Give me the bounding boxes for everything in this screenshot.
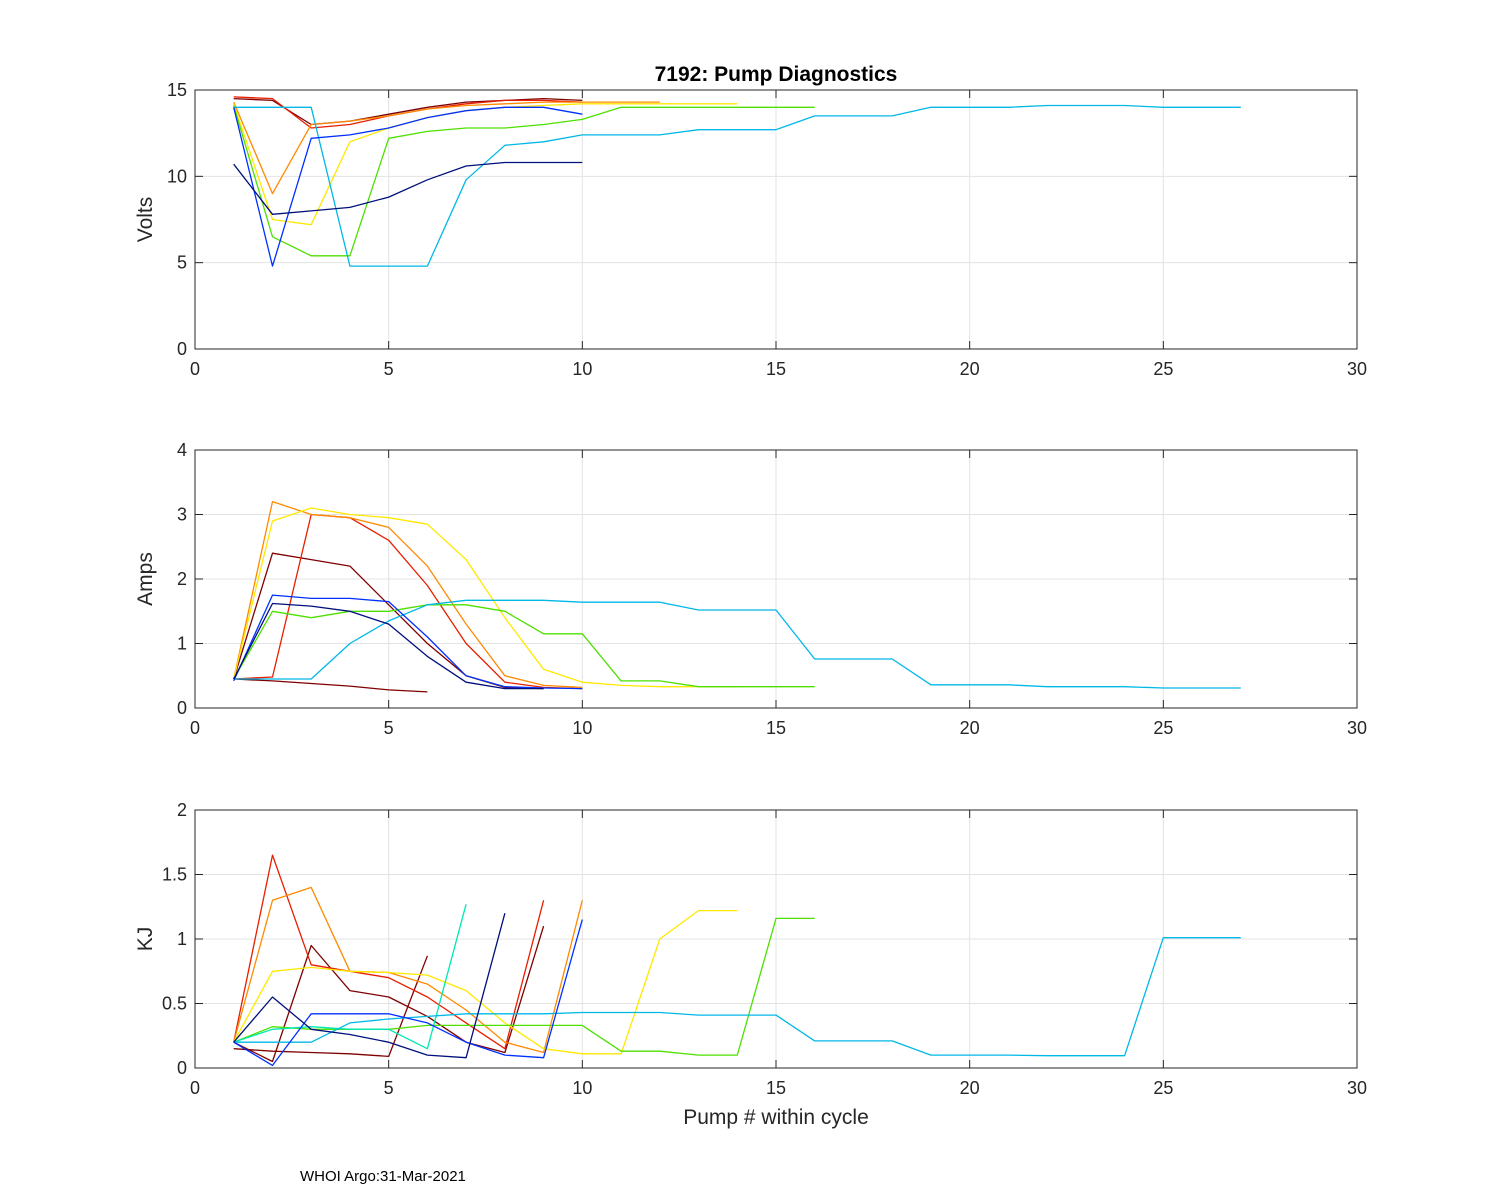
x-tick-label: 25 [1153, 718, 1173, 738]
series-line [233, 105, 815, 257]
series-line [233, 909, 738, 1055]
y-tick-label: 10 [167, 166, 187, 186]
series-line [233, 854, 545, 1050]
y-tick-label: 2 [177, 800, 187, 820]
y-tick-label: 0 [177, 339, 187, 359]
x-tick-label: 20 [960, 359, 980, 379]
series-line [233, 507, 738, 688]
subplot-1: 0 5 10 15 20 25 30 0 5 10 15 Volts [134, 80, 1367, 379]
y-axis-label: Volts [134, 197, 157, 243]
x-tick-label: 5 [384, 359, 394, 379]
x-tick-label: 30 [1347, 1078, 1367, 1098]
series-line [233, 913, 506, 1059]
series-line [233, 104, 1241, 267]
x-tick-label: 30 [1347, 359, 1367, 379]
series-line [233, 919, 583, 1067]
x-tick-label: 20 [960, 718, 980, 738]
y-tick-label: 3 [177, 505, 187, 525]
series-line [233, 955, 429, 1058]
series-line [233, 602, 544, 690]
y-tick-label: 2 [177, 569, 187, 589]
series-line [233, 101, 660, 195]
footer-text: WHOI Argo:31-Mar-2021 [300, 1168, 466, 1185]
x-tick-label: 30 [1347, 718, 1367, 738]
series-line [233, 937, 1241, 1057]
y-tick-label: 5 [177, 253, 187, 273]
x-tick-label: 0 [190, 718, 200, 738]
series-group [233, 96, 1241, 267]
series-line [233, 886, 583, 1054]
x-tick-label: 15 [766, 718, 786, 738]
y-tick-label: 1.5 [162, 865, 187, 885]
x-tick-label: 0 [190, 1078, 200, 1098]
y-tick-label: 0 [177, 1058, 187, 1078]
x-tick-label: 5 [384, 1078, 394, 1098]
y-tick-label: 15 [167, 80, 187, 100]
x-tick-label: 10 [572, 718, 592, 738]
x-tick-label: 0 [190, 359, 200, 379]
x-tick-label: 25 [1153, 1078, 1173, 1098]
y-tick-label: 0 [177, 698, 187, 718]
x-axis-label: Pump # within cycle [683, 1106, 869, 1129]
series-group [233, 500, 1241, 693]
y-axis-label: Amps [134, 552, 157, 606]
series-line [233, 594, 583, 690]
x-tick-label: 20 [960, 1078, 980, 1098]
x-tick-label: 15 [766, 359, 786, 379]
figure-title: 7192: Pump Diagnostics [655, 63, 898, 86]
series-line [233, 161, 583, 215]
series-group [233, 854, 1241, 1067]
x-tick-label: 15 [766, 1078, 786, 1098]
subplot-2: 0 5 10 15 20 25 30 0 1 2 3 4 Amps [134, 440, 1367, 738]
y-tick-label: 4 [177, 440, 187, 460]
y-tick-label: 0.5 [162, 994, 187, 1014]
y-axis-label: KJ [134, 927, 157, 952]
series-line [233, 106, 583, 267]
series-line [233, 904, 467, 1050]
series-line [233, 97, 583, 126]
series-line [233, 917, 815, 1056]
series-line [233, 599, 1241, 689]
y-tick-label: 1 [177, 929, 187, 949]
x-tick-label: 10 [572, 359, 592, 379]
series-line [233, 604, 815, 688]
x-tick-label: 5 [384, 718, 394, 738]
x-tick-label: 25 [1153, 359, 1173, 379]
y-tick-label: 1 [177, 634, 187, 654]
series-line [233, 500, 583, 689]
series-line [233, 513, 583, 690]
subplot-3: 0 5 10 15 20 25 30 0 0.5 1 1.5 2 KJ Pump # within cyc… [134, 800, 1367, 1129]
series-line [233, 925, 545, 1063]
x-tick-label: 10 [572, 1078, 592, 1098]
series-line [233, 678, 428, 693]
